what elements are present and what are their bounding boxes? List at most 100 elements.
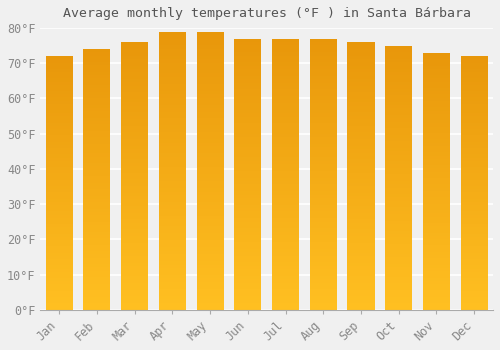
Bar <box>46 158 73 161</box>
Bar <box>46 174 73 177</box>
Bar <box>423 136 450 139</box>
Bar <box>196 299 224 303</box>
Bar <box>46 60 73 63</box>
Bar <box>196 254 224 258</box>
Bar <box>460 281 488 284</box>
Bar <box>84 215 110 218</box>
Bar <box>460 275 488 278</box>
Bar <box>310 154 337 157</box>
Bar <box>272 205 299 208</box>
Bar <box>234 191 262 195</box>
Bar <box>423 149 450 152</box>
Bar <box>234 252 262 256</box>
Bar <box>84 264 110 267</box>
Bar <box>385 141 412 145</box>
Bar <box>348 306 374 310</box>
Bar <box>310 218 337 222</box>
Bar <box>159 181 186 184</box>
Bar <box>310 252 337 256</box>
Bar <box>310 293 337 296</box>
Bar <box>84 85 110 88</box>
Bar <box>121 76 148 79</box>
Bar <box>46 202 73 205</box>
Bar <box>234 296 262 300</box>
Bar <box>159 251 186 254</box>
Bar <box>272 296 299 300</box>
Bar <box>385 164 412 168</box>
Bar <box>310 245 337 249</box>
Bar <box>310 266 337 269</box>
Bar <box>121 99 148 102</box>
Bar <box>310 59 337 62</box>
Bar <box>460 75 488 78</box>
Bar <box>423 284 450 287</box>
Bar <box>159 188 186 191</box>
Bar <box>159 240 186 244</box>
Bar <box>272 127 299 130</box>
Bar <box>46 113 73 117</box>
Bar <box>121 280 148 283</box>
Bar <box>46 208 73 211</box>
Bar <box>348 193 374 196</box>
Bar <box>46 272 73 275</box>
Bar <box>84 284 110 287</box>
Bar <box>196 160 224 164</box>
Bar <box>196 247 224 251</box>
Bar <box>385 194 412 197</box>
Bar <box>460 211 488 215</box>
Bar <box>385 296 412 300</box>
Bar <box>159 303 186 306</box>
Bar <box>234 86 262 90</box>
Bar <box>234 188 262 191</box>
Bar <box>121 290 148 293</box>
Bar <box>423 53 450 56</box>
Bar <box>196 150 224 153</box>
Bar <box>423 191 450 194</box>
Bar <box>84 218 110 222</box>
Bar <box>234 147 262 150</box>
Bar <box>385 56 412 59</box>
Bar <box>385 59 412 62</box>
Bar <box>84 199 110 202</box>
Bar <box>159 279 186 282</box>
Bar <box>423 165 450 168</box>
Bar <box>84 62 110 65</box>
Bar <box>423 220 450 223</box>
Bar <box>385 174 412 178</box>
Bar <box>460 113 488 117</box>
Bar <box>46 240 73 243</box>
Bar <box>310 130 337 133</box>
Bar <box>348 156 374 159</box>
Bar <box>46 215 73 218</box>
Bar <box>46 85 73 88</box>
Bar <box>159 202 186 205</box>
Bar <box>310 195 337 198</box>
Bar <box>84 248 110 251</box>
Bar <box>423 255 450 258</box>
Bar <box>460 307 488 310</box>
Bar <box>121 126 148 129</box>
Bar <box>310 303 337 306</box>
Bar <box>159 265 186 268</box>
Bar <box>460 265 488 268</box>
Bar <box>310 110 337 113</box>
Bar <box>348 283 374 286</box>
Bar <box>385 98 412 102</box>
Bar <box>310 184 337 188</box>
Bar <box>423 159 450 162</box>
Bar <box>460 142 488 145</box>
Bar <box>310 72 337 76</box>
Bar <box>385 277 412 280</box>
Bar <box>385 118 412 121</box>
Bar <box>423 265 450 268</box>
Bar <box>121 159 148 162</box>
Bar <box>310 120 337 123</box>
Bar <box>196 188 224 191</box>
Bar <box>460 224 488 228</box>
Bar <box>348 92 374 96</box>
Bar <box>460 91 488 94</box>
Bar <box>272 103 299 106</box>
Bar <box>196 219 224 223</box>
Bar <box>159 150 186 153</box>
Bar <box>196 84 224 87</box>
